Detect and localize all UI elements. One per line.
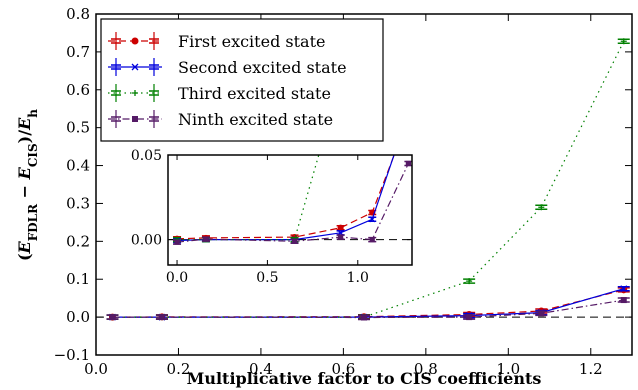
legend-label: Ninth excited state <box>178 110 333 129</box>
series-line <box>112 288 624 318</box>
legend-label: First excited state <box>178 32 325 51</box>
series-line <box>176 155 395 242</box>
data-point <box>466 314 473 321</box>
y-tick-label: 0.4 <box>66 157 90 175</box>
data-point <box>620 285 628 293</box>
legend-error-cap <box>149 90 159 96</box>
legend-error-cap <box>111 116 121 122</box>
data-point <box>369 216 376 223</box>
x-tick-label: 0.0 <box>166 270 188 286</box>
y-tick-label: −0.1 <box>54 346 90 364</box>
data-point <box>538 310 545 317</box>
legend-entry: Third excited state <box>108 84 331 103</box>
legend-error-cap <box>111 90 121 96</box>
x-axis-label: Multiplicative factor to CIS coefficient… <box>187 369 542 388</box>
legend-marker <box>131 37 139 45</box>
series-group <box>96 38 632 321</box>
legend-label: Third excited state <box>178 84 331 103</box>
y-tick-label: 0.0 <box>66 308 90 326</box>
x-tick-label: 0.0 <box>84 360 108 378</box>
y-tick-label: 0.8 <box>66 5 90 23</box>
inset-plot: 0.0 0.5 1.0 0.00 0.05 <box>131 148 413 286</box>
x-tick-label: 0.4 <box>249 360 273 378</box>
y-axis-label: (EFDLR − ECIS)/Eh <box>15 109 40 261</box>
data-point <box>538 204 545 211</box>
legend-error-cap <box>149 38 159 44</box>
x-tick-label: 0.8 <box>414 360 438 378</box>
legend-entry: Second excited state <box>108 58 347 77</box>
data-point <box>361 314 367 321</box>
data-point <box>337 224 344 231</box>
series-line <box>176 155 395 240</box>
x-tick-label: 0.6 <box>331 360 355 378</box>
data-point <box>369 237 375 243</box>
data-point <box>466 278 473 285</box>
legend-entry: First excited state <box>108 32 325 51</box>
legend-marker <box>132 90 138 96</box>
legend-entry: Ninth excited state <box>108 110 333 129</box>
data-point <box>109 314 116 321</box>
series-line <box>112 289 624 318</box>
data-point <box>174 239 180 245</box>
legend-error-cap <box>149 64 159 70</box>
legend-box <box>100 18 384 142</box>
data-point <box>158 314 165 321</box>
x-tick-label: 0.2 <box>167 360 191 378</box>
data-point <box>620 297 627 304</box>
legend-label: Second excited state <box>178 58 347 77</box>
series-4 <box>106 297 630 321</box>
data-point <box>405 160 411 167</box>
inset-series-group <box>168 155 412 245</box>
data-point <box>291 238 298 244</box>
x-tick-label: 0.5 <box>256 270 278 286</box>
axis-labels: Multiplicative factor to CIS coefficient… <box>15 109 541 388</box>
plot-frame <box>95 13 633 356</box>
y-tick-label: 0.6 <box>66 81 90 99</box>
legend-marker <box>131 63 139 71</box>
y-tick-label: 0.5 <box>66 119 90 137</box>
y-tick-label: 0.2 <box>66 232 90 250</box>
error-bar <box>617 285 630 292</box>
data-point <box>338 234 344 240</box>
legend-error-cap <box>149 116 159 122</box>
series-line <box>176 163 409 243</box>
legend: First excited state Second excited state T… <box>100 18 384 142</box>
y-tick-label: 0.00 <box>131 233 162 249</box>
data-point <box>620 38 627 45</box>
legend-error-cap <box>111 38 121 44</box>
legend-marker <box>132 116 138 122</box>
y-tick-label: 0.7 <box>66 43 90 61</box>
series-4 <box>173 160 412 245</box>
data-point <box>203 236 209 242</box>
y-tick-label: 0.3 <box>66 194 90 212</box>
inset-frame <box>167 154 413 266</box>
y-tick-label: 0.1 <box>66 270 90 288</box>
y-tick-label: 0.05 <box>131 148 162 164</box>
x-tick-label: 1.0 <box>347 270 369 286</box>
x-tick-label: 1.0 <box>496 360 520 378</box>
x-tick-label: 1.2 <box>579 360 603 378</box>
legend-error-cap <box>111 64 121 70</box>
